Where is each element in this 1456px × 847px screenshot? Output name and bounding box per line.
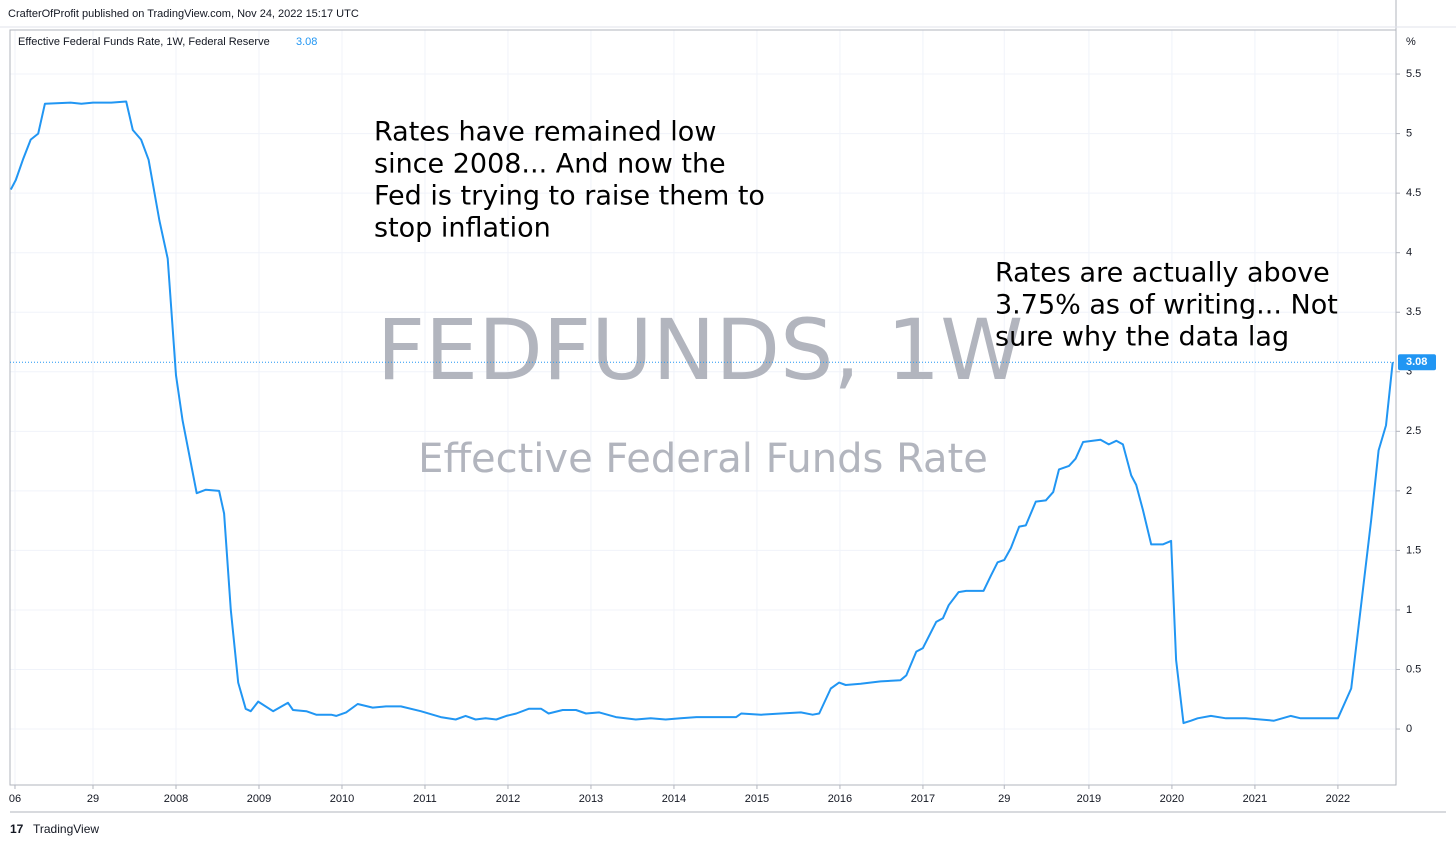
x-tick-label: 29 xyxy=(87,793,99,805)
annotation-line: sure why the data lag xyxy=(995,322,1289,353)
x-tick-label: 2015 xyxy=(745,793,769,805)
y-tick-label: 0.5 xyxy=(1406,663,1421,675)
y-tick-label: 3 xyxy=(1406,366,1412,378)
y-axis-unit: % xyxy=(1406,36,1416,48)
annotation-line: Rates have remained low xyxy=(374,117,716,148)
annotation-line: Rates are actually above xyxy=(995,258,1330,289)
x-tick-label: 2017 xyxy=(911,793,935,805)
y-tick-label: 4 xyxy=(1406,247,1412,259)
x-tick-label: 2014 xyxy=(662,793,686,805)
series-line xyxy=(9,100,1394,725)
series-legend: Effective Federal Funds Rate, 1W, Federa… xyxy=(18,36,270,48)
x-tick-label: 2011 xyxy=(413,793,437,805)
last-value-label: 3.08 xyxy=(1406,356,1427,368)
y-tick-label: 2.5 xyxy=(1406,425,1421,437)
x-tick-label: 2016 xyxy=(828,793,852,805)
x-tick-label: 2020 xyxy=(1160,793,1184,805)
y-tick-label: 0 xyxy=(1406,723,1412,735)
publish-header: CrafterOfProfit published on TradingView… xyxy=(8,8,359,20)
annotation-line: 3.75% as of writing... Not xyxy=(995,290,1338,321)
x-tick-label: 29 xyxy=(998,793,1010,805)
annotation-line: stop inflation xyxy=(374,213,551,244)
legend-value: 3.08 xyxy=(296,36,317,48)
x-tick-label: 2022 xyxy=(1326,793,1350,805)
x-tick-label: 2013 xyxy=(579,793,603,805)
last-value-badge xyxy=(1398,354,1436,371)
footer-brand: TradingView xyxy=(33,822,99,836)
y-tick-label: 5 xyxy=(1406,128,1412,140)
y-tick-label: 2 xyxy=(1406,485,1412,497)
annotation-line: Fed is trying to raise them to xyxy=(374,181,765,212)
watermark: FEDFUNDS, 1W xyxy=(377,301,1024,399)
x-tick-label: 2012 xyxy=(496,793,520,805)
logo: 17 xyxy=(10,822,24,836)
y-tick-label: 5.5 xyxy=(1406,68,1421,80)
x-tick-label: 2019 xyxy=(1077,793,1101,805)
x-tick-label: 2008 xyxy=(164,793,188,805)
annotation-line: since 2008... And now the xyxy=(374,149,726,180)
x-tick-label: 2009 xyxy=(247,793,271,805)
x-tick-label: 06 xyxy=(9,793,21,805)
grid-layer xyxy=(10,30,1396,785)
y-tick-label: 1 xyxy=(1406,604,1412,616)
x-tick-label: 2010 xyxy=(330,793,354,805)
x-tick-label: 2021 xyxy=(1243,793,1267,805)
y-tick-label: 1.5 xyxy=(1406,544,1421,556)
watermark-subtitle: Effective Federal Funds Rate xyxy=(418,436,988,482)
y-tick-label: 4.5 xyxy=(1406,187,1421,199)
y-tick-label: 3.5 xyxy=(1406,306,1421,318)
